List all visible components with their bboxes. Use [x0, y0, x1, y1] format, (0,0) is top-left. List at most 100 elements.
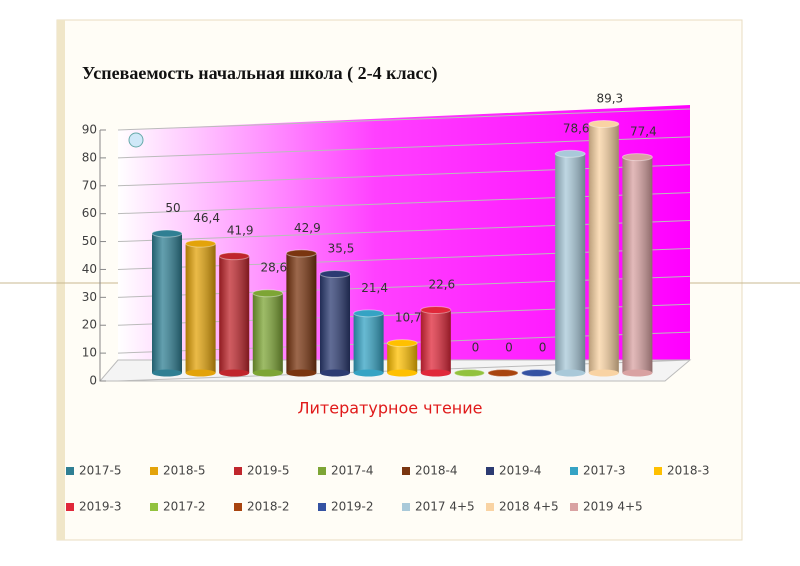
bar-top	[185, 239, 217, 248]
legend-swatch	[66, 467, 74, 475]
legend-label: 2018-2	[247, 500, 290, 514]
bar	[218, 252, 250, 377]
value-label: 21,4	[361, 281, 388, 295]
legend-swatch	[318, 503, 326, 511]
slide-stripe	[57, 20, 65, 540]
bar-bottom	[219, 369, 250, 377]
value-label: 77,4	[630, 125, 657, 139]
value-label: 46,4	[193, 211, 220, 225]
legend-swatch	[654, 467, 662, 475]
y-tick-label: 70	[82, 178, 97, 192]
legend-label: 2019 4+5	[583, 500, 643, 514]
bar	[285, 249, 317, 377]
bar	[487, 369, 519, 377]
value-label: 0	[505, 341, 513, 355]
value-label: 41,9	[227, 224, 254, 238]
legend-swatch	[234, 467, 242, 475]
value-label: 50	[165, 201, 180, 215]
legend-label: 2019-4	[499, 464, 542, 478]
legend-swatch	[402, 503, 410, 511]
bar-bottom	[152, 369, 182, 377]
bar-bottom	[555, 369, 586, 377]
bar-shade	[387, 343, 418, 373]
bar-top	[386, 339, 418, 348]
bar-top	[453, 369, 485, 377]
legend-swatch	[570, 467, 578, 475]
value-label: 28,6	[260, 261, 287, 275]
value-label: 89,3	[596, 91, 623, 105]
legend-label: 2018-5	[163, 464, 206, 478]
legend-label: 2019-3	[79, 500, 122, 514]
legend-label: 2017-2	[163, 500, 206, 514]
bar-shade	[252, 293, 283, 373]
bar-shade	[420, 309, 451, 373]
value-label: 35,5	[328, 241, 355, 255]
legend-label: 2019-5	[247, 464, 290, 478]
bar	[353, 309, 385, 377]
bar	[453, 369, 485, 377]
value-label: 42,9	[294, 221, 321, 235]
bar-top	[588, 119, 620, 128]
bar-bottom	[185, 369, 216, 377]
bar-shade	[152, 233, 182, 373]
y-tick-label: 90	[82, 123, 97, 137]
bar	[252, 289, 284, 377]
bar-bottom	[420, 369, 451, 377]
legend-label: 2018-3	[667, 464, 710, 478]
value-label: 10,7	[395, 311, 422, 325]
legend-swatch	[486, 503, 494, 511]
bar-top	[420, 305, 452, 314]
bar-shade	[219, 256, 250, 373]
bar-bottom	[320, 369, 350, 377]
legend-swatch	[150, 467, 158, 475]
bar-shade	[555, 153, 586, 373]
bar	[420, 305, 452, 377]
y-tick-label: 60	[82, 206, 97, 220]
y-tick-label: 80	[82, 150, 97, 164]
legend-swatch	[150, 503, 158, 511]
plot: 0 10 20 30 40 50 60 70 80 90 Литературное чтение 50…	[66, 91, 710, 514]
legend-label: 2017 4+5	[415, 500, 475, 514]
bar	[319, 269, 351, 377]
x-category-label: Литературное чтение	[298, 399, 483, 418]
bar-top	[554, 149, 586, 158]
bar-bottom	[588, 369, 619, 377]
bar-bottom	[286, 369, 317, 377]
value-label: 22,6	[428, 277, 455, 291]
bar	[521, 369, 553, 377]
y-tick-label: 40	[82, 262, 97, 276]
bar-shade	[353, 313, 384, 373]
chart-title: Успеваемость начальная школа ( 2-4 класс…	[82, 63, 438, 84]
bar-bottom	[252, 369, 283, 377]
bar-shade	[185, 243, 216, 373]
bar	[386, 339, 418, 377]
grid-line	[117, 108, 691, 131]
legend-swatch	[318, 467, 326, 475]
bar-shade	[286, 253, 317, 373]
legend-swatch	[570, 503, 578, 511]
y-tick-label: 50	[82, 234, 97, 248]
bar-top	[218, 252, 250, 261]
value-label: 0	[539, 341, 547, 355]
y-tick-label: 20	[82, 318, 97, 332]
bar	[151, 229, 183, 377]
bar-bottom	[353, 369, 384, 377]
value-label: 78,6	[563, 121, 590, 135]
bar-top	[319, 269, 351, 278]
bar	[554, 149, 586, 377]
bar-top	[285, 249, 317, 258]
bar-top	[621, 153, 653, 162]
bar-bottom	[387, 369, 418, 377]
value-label: 0	[472, 341, 480, 355]
y-tick-label: 10	[82, 346, 97, 360]
legend-swatch	[402, 467, 410, 475]
legend-label: 2018 4+5	[499, 500, 559, 514]
bar	[621, 153, 653, 377]
y-tick-label: 30	[82, 290, 97, 304]
bar-shade	[588, 123, 619, 373]
legend-label: 2018-4	[415, 464, 458, 478]
legend-label: 2019-2	[331, 500, 374, 514]
legend-label: 2017-4	[331, 464, 374, 478]
bar-top	[521, 369, 553, 377]
